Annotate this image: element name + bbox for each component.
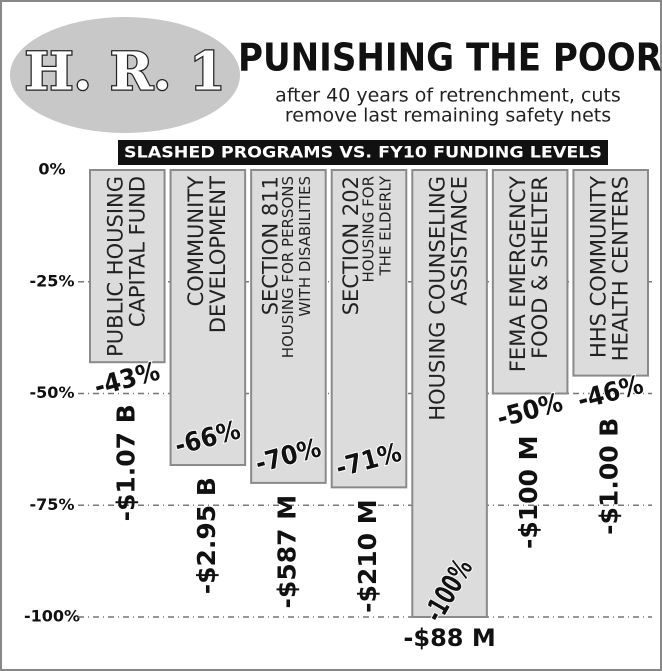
category-label: HOUSING FOR PERSONS bbox=[279, 176, 297, 358]
bar bbox=[250, 169, 327, 484]
amount-label: -$587 M bbox=[272, 495, 301, 609]
category-label: THE ELDERLY bbox=[377, 175, 395, 276]
category-label: CAPITAL FUND bbox=[125, 176, 149, 327]
category-label: ASSISTANCE bbox=[448, 176, 472, 306]
amount-label: -$1.00 B bbox=[595, 418, 624, 535]
title: PUNISHING THE POOR bbox=[238, 36, 662, 80]
category-label: SECTION 202 bbox=[339, 176, 363, 315]
amount-label: -$1.07 B bbox=[111, 404, 140, 521]
category-label: FOOD & SHELTER bbox=[528, 176, 552, 359]
category-label: FEMA EMERGENCY bbox=[506, 176, 530, 372]
amount-label: -$2.95 B bbox=[192, 477, 221, 594]
bar bbox=[411, 169, 488, 618]
y-tick-label: 0% bbox=[38, 160, 65, 179]
subtitle: after 40 years of retrenchment, cuts bbox=[275, 85, 621, 107]
amount-label: -$88 M bbox=[403, 624, 495, 652]
badge: H. R. 1 bbox=[25, 42, 226, 103]
amount-label: -$210 M bbox=[353, 499, 382, 613]
bar bbox=[572, 169, 650, 377]
y-tick-label: -50% bbox=[30, 383, 75, 402]
amount-label: -$100 M bbox=[514, 436, 543, 550]
category-label: HHS COMMUNITY bbox=[587, 176, 611, 358]
category-label: HEALTH CENTERS bbox=[609, 176, 633, 361]
category-label: HOUSING FOR bbox=[360, 176, 378, 282]
subtitle: remove last remaining safety nets bbox=[285, 105, 611, 127]
bar bbox=[89, 169, 166, 364]
splatter bbox=[10, 17, 240, 133]
category-label: COMMUNITY bbox=[184, 176, 208, 307]
bar bbox=[330, 169, 408, 489]
bar bbox=[169, 169, 247, 467]
bar bbox=[491, 169, 569, 395]
category-label: PUBLIC HOUSING bbox=[103, 176, 127, 357]
category-label: WITH DISABILITIES bbox=[296, 176, 314, 317]
y-tick-label: -100% bbox=[24, 607, 80, 626]
y-tick-label: -75% bbox=[30, 495, 75, 514]
category-label: DEVELOPMENT bbox=[206, 176, 230, 333]
category-label: HOUSING COUNSELING bbox=[426, 176, 450, 421]
chart-title: SLASHED PROGRAMS VS. FY10 FUNDING LEVELS bbox=[124, 143, 602, 162]
chart-title-bg bbox=[118, 140, 608, 165]
y-tick-label: -25% bbox=[30, 271, 75, 290]
category-label: SECTION 811 bbox=[258, 176, 282, 315]
